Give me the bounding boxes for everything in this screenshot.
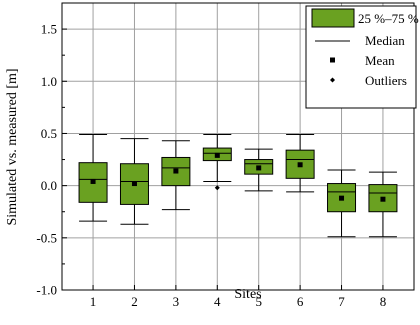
y-tick-label: 0.0 — [41, 178, 57, 193]
box-site-6 — [285, 133, 315, 193]
y-tick-label: -0.5 — [36, 230, 57, 245]
x-tick-label: 8 — [380, 294, 387, 309]
x-axis-title: Sites — [234, 287, 261, 302]
legend-mean-label: Mean — [365, 53, 395, 68]
boxes — [78, 133, 398, 238]
plot-frame — [61, 2, 415, 291]
y-tick-label: 1.0 — [41, 74, 57, 89]
mean-marker — [131, 181, 137, 187]
y-tick-label: 0.5 — [41, 126, 57, 141]
x-tick-label: 4 — [214, 294, 221, 309]
outlier-marker — [214, 185, 220, 191]
x-tick-label: 3 — [173, 294, 180, 309]
mean-marker — [173, 168, 179, 174]
x-tick-label: 7 — [338, 294, 345, 309]
legend-box-swatch — [311, 8, 355, 28]
legend-median-label: Median — [365, 33, 405, 48]
box-site-7 — [327, 169, 357, 238]
mean-marker — [214, 152, 220, 158]
box-site-3 — [161, 140, 191, 211]
box-site-2 — [119, 138, 149, 225]
mean-marker — [90, 178, 96, 184]
x-tick-label: 5 — [255, 294, 262, 309]
x-tick-label: 6 — [297, 294, 304, 309]
legend-outlier-marker — [330, 77, 335, 83]
y-tick-label: -1.0 — [36, 283, 57, 298]
mean-marker — [297, 162, 303, 168]
x-tick-label: 2 — [131, 294, 138, 309]
x-tick-label: 1 — [90, 294, 97, 309]
mean-marker — [256, 165, 262, 171]
axes: -1.0 -0.5 0.0 0.5 1.0 1.5 1 2 3 4 5 6 7 8 — [36, 2, 415, 309]
legend-mean-marker — [330, 57, 335, 63]
box-site-4 — [202, 133, 232, 191]
mean-marker — [339, 195, 345, 201]
legend: 25 %–75 % Median Mean Outliers — [305, 5, 419, 109]
box-site-5 — [244, 148, 274, 192]
legend-outliers-label: Outliers — [365, 73, 407, 88]
y-axis-title: Simulated vs. measured [m] — [5, 68, 20, 225]
mean-marker — [380, 196, 386, 202]
box-site-1 — [78, 133, 108, 222]
y-tick-label: 1.5 — [41, 22, 57, 37]
legend-box-label: 25 %–75 % — [358, 11, 419, 26]
box-site-8 — [368, 171, 398, 238]
